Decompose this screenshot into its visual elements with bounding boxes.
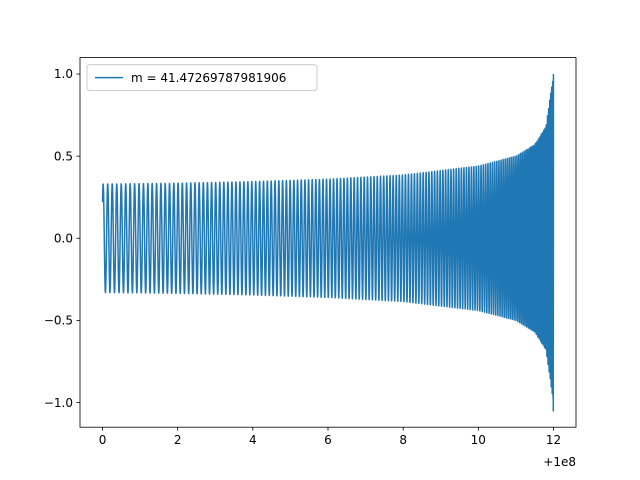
y-axis-ticks: −1.0 −0.5 0.0 0.5 1.0 (44, 67, 80, 410)
y-tick-label: 0.0 (54, 231, 73, 245)
x-tick-label: 8 (399, 433, 407, 447)
x-tick-label: 0 (99, 433, 107, 447)
x-axis-ticks: 0 2 4 6 8 10 12 (99, 427, 561, 447)
x-tick-label: 6 (324, 433, 332, 447)
y-tick-label: 0.5 (54, 149, 73, 163)
legend-box (86, 64, 318, 92)
x-offset-label: +1e8 (543, 455, 576, 469)
x-tick-label: 2 (174, 433, 182, 447)
series-layer (101, 74, 555, 412)
x-tick-label: 12 (546, 433, 561, 447)
x-tick-label: 10 (471, 433, 486, 447)
y-tick-label: −1.0 (44, 396, 73, 410)
legend-label: m = 41.47269787981906 (131, 71, 286, 85)
legend: m = 41.47269787981906 (86, 64, 318, 92)
x-tick-label: 4 (249, 433, 257, 447)
y-tick-label: 1.0 (54, 67, 73, 81)
series-line (101, 74, 555, 412)
y-tick-label: −0.5 (44, 314, 73, 328)
